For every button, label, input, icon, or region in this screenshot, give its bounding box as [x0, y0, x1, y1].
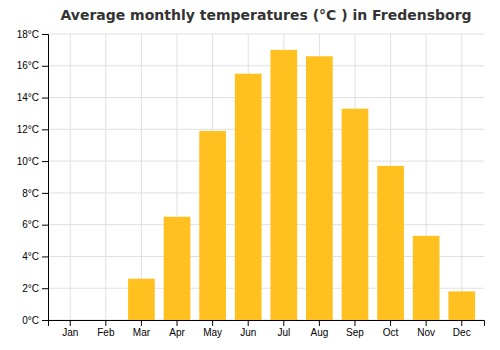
grid-line — [48, 65, 484, 66]
tick: 8°C — [22, 188, 48, 199]
tick-label: 8°C — [22, 188, 39, 199]
tick-mark — [42, 129, 48, 130]
grid-line — [48, 97, 484, 98]
grid-line — [48, 34, 484, 35]
tick-mark — [390, 320, 391, 326]
grid-line — [141, 34, 142, 320]
tick-label: 6°C — [22, 219, 39, 230]
tick-mark — [248, 320, 249, 326]
tick-mark — [105, 320, 106, 326]
tick-mark — [42, 34, 48, 35]
tick: 10°C — [17, 156, 48, 167]
tick-label: Apr — [169, 327, 185, 338]
tick-mark — [141, 320, 142, 326]
tick-mark — [42, 288, 48, 289]
tick: 2°C — [22, 283, 48, 294]
tick-mark — [426, 320, 427, 326]
tick: Jan — [62, 320, 78, 338]
tick-mark — [42, 66, 48, 67]
bar — [57, 320, 84, 321]
grid-line — [461, 34, 462, 320]
tick: Mar — [133, 320, 151, 338]
tick-mark — [319, 320, 320, 326]
tick-mark — [42, 256, 48, 257]
tick: 12°C — [17, 124, 48, 135]
title: Average monthly temperatures (°C ) in Fr… — [60, 7, 471, 23]
tick-mark — [42, 225, 48, 226]
tick: Jun — [240, 320, 256, 338]
tick: 0°C — [22, 315, 48, 326]
tick-label: 18°C — [17, 29, 39, 40]
tick: Sep — [346, 320, 364, 338]
tick: 18°C — [17, 29, 48, 40]
tick-mark — [177, 320, 178, 326]
tick-label: 12°C — [17, 124, 39, 135]
grid — [48, 34, 484, 320]
x-axis: Jan Feb Mar Apr May Jun Jul Aug Sep Oct Nov Dec — [49, 320, 485, 338]
tick-label: Jul — [277, 327, 290, 338]
grid-line — [48, 224, 484, 225]
tick: May — [203, 320, 222, 338]
y-axis: 0°C 2°C 4°C 6°C 8°C 10°C 12°C 14°C 16°C 18°C — [17, 29, 49, 326]
grid-line — [70, 34, 71, 320]
tick-mark — [42, 98, 48, 99]
tick-label: Nov — [417, 327, 435, 338]
tick-mark — [42, 320, 48, 321]
tick-label: Dec — [453, 327, 471, 338]
tick: Jul — [277, 320, 290, 338]
bar — [342, 109, 369, 320]
tick-label: Jun — [240, 327, 256, 338]
grid-line — [48, 192, 484, 193]
tick: 6°C — [22, 219, 48, 230]
grid-line — [48, 161, 484, 162]
chart: 0°C 2°C 4°C 6°C 8°C 10°C 12°C 14°C 16°C 18°C Jan Fe… — [0, 0, 500, 350]
tick: 16°C — [17, 60, 48, 71]
tick-mark — [42, 193, 48, 194]
tick-label: Oct — [383, 327, 399, 338]
tick: Nov — [417, 320, 435, 338]
bar — [164, 217, 191, 320]
bar — [377, 166, 404, 320]
axis-line — [49, 321, 485, 327]
bar — [413, 236, 440, 320]
bar — [306, 56, 333, 320]
tick-mark — [212, 320, 213, 326]
tick-mark — [42, 161, 48, 162]
tick-label: 4°C — [22, 251, 39, 262]
bar — [270, 50, 297, 320]
tick-label: 16°C — [17, 60, 39, 71]
tick-label: Aug — [310, 327, 328, 338]
tick: 14°C — [17, 92, 48, 103]
tick-mark — [461, 320, 462, 326]
grid-line — [105, 34, 106, 320]
tick-label: 2°C — [22, 283, 39, 294]
tick: Aug — [310, 320, 328, 338]
tick-label: Mar — [133, 327, 151, 338]
tick: Apr — [169, 320, 185, 338]
bar — [199, 131, 226, 320]
tick: Feb — [97, 320, 115, 338]
bar — [128, 279, 155, 320]
grid-line — [48, 129, 484, 130]
tick-mark — [70, 320, 71, 326]
plot-area: 0°C 2°C 4°C 6°C 8°C 10°C 12°C 14°C 16°C 18°C Jan Fe… — [17, 29, 485, 338]
tick: Dec — [453, 320, 471, 338]
bar — [92, 320, 119, 321]
tick-mark — [283, 320, 284, 326]
tick-mark — [354, 320, 355, 326]
tick: 4°C — [22, 251, 48, 262]
axis-line — [42, 35, 49, 321]
tick-label: Sep — [346, 327, 364, 338]
tick-label: 14°C — [17, 92, 39, 103]
bar — [448, 291, 475, 320]
tick-label: Jan — [62, 327, 78, 338]
bar — [235, 74, 262, 320]
tick-label: 0°C — [22, 315, 39, 326]
tick: Oct — [383, 320, 399, 338]
tick-label: 10°C — [17, 156, 39, 167]
bars — [128, 50, 475, 320]
tick-label: May — [203, 327, 222, 338]
tick-label: Feb — [97, 327, 115, 338]
